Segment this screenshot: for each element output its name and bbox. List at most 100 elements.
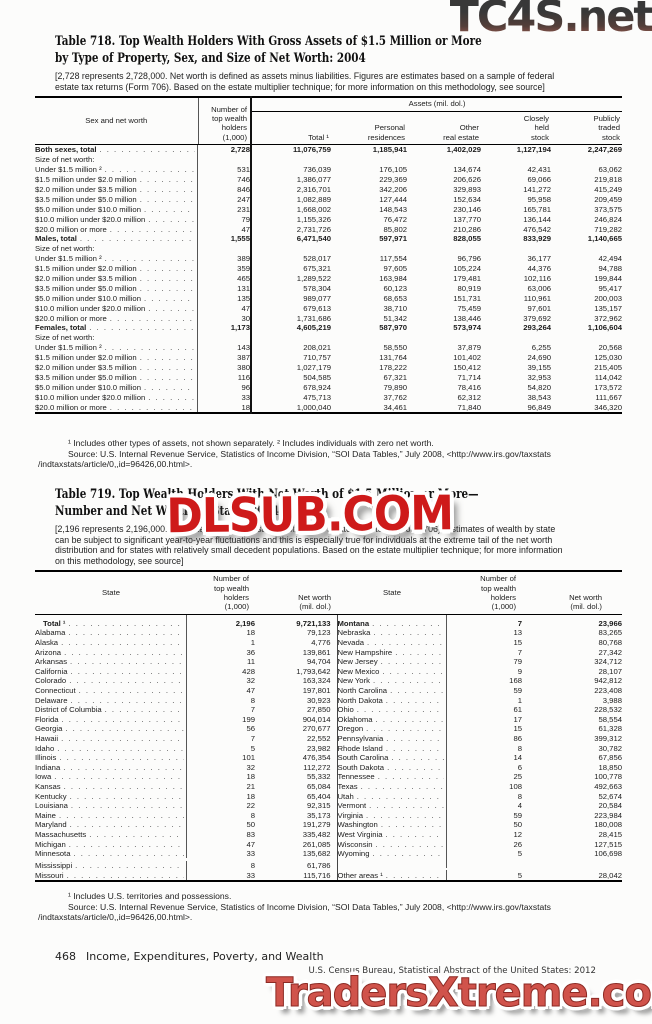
- table-row: Size of net worth:: [35, 243, 622, 254]
- cell-value: 1: [250, 638, 255, 648]
- cell-value: 106,698: [594, 849, 622, 859]
- row-label: Maryland: [35, 820, 187, 830]
- cell-value: 359: [198, 263, 252, 274]
- cell-value: [551, 333, 622, 343]
- cell-value: 80,919: [457, 283, 481, 293]
- table-719-footnotes: ¹ Includes U.S. territories and possessi…: [38, 891, 622, 923]
- row-label: Size of net worth:: [35, 333, 198, 343]
- row-label: $3.5 million under $5.0 million: [35, 372, 198, 383]
- table-row: $1.5 million under $2.0 million359 675,32…: [35, 263, 622, 274]
- row-label: North Carolina: [338, 685, 447, 696]
- col-header-other-real-estate: Other real estate: [407, 111, 481, 146]
- row-label: [338, 858, 447, 868]
- cell-value: 38,710: [383, 303, 407, 313]
- table-row: $5.0 million under $10.0 million96 678,92…: [35, 382, 622, 393]
- cell-value: 399,312: [594, 733, 622, 743]
- col-header-networth-left: Net worth (mil. dol.): [255, 571, 337, 615]
- cell-value: 504,585: [303, 372, 331, 382]
- row-label: Iowa: [35, 772, 187, 782]
- cell-value: 8: [517, 791, 522, 801]
- cell-value: [198, 333, 252, 343]
- cell-value: 389: [198, 253, 252, 264]
- cell-value: [481, 244, 551, 254]
- table-719-footnote: ¹ Includes U.S. territories and possessi…: [68, 891, 232, 901]
- cell-value: 12: [513, 829, 522, 839]
- cell-value: 208,021: [303, 343, 331, 353]
- cell-value: 710,757: [303, 353, 331, 363]
- cell-value: 2,731,726: [296, 224, 331, 234]
- cell-value: 324,712: [594, 657, 622, 667]
- cell-value: 30,782: [598, 743, 622, 753]
- cell-value: 83: [246, 829, 255, 839]
- row-label: Arkansas: [35, 656, 187, 667]
- cell-value: 58,550: [383, 343, 407, 353]
- cell-value: 114,042: [594, 372, 622, 382]
- table-row: $1.5 million under $2.0 million746 1,386,…: [35, 174, 622, 185]
- cell-value: [331, 333, 407, 343]
- cell-value: 18: [246, 791, 255, 801]
- cell-value: 415,249: [594, 184, 622, 194]
- cell-value: 76,472: [383, 214, 407, 224]
- cell-value: 229,369: [379, 175, 407, 185]
- cell-value: [407, 333, 481, 343]
- cell-value: 135,157: [594, 303, 622, 313]
- table-719-body: Total ¹2,1969,721,133Montana723,966Alaba…: [35, 614, 622, 881]
- cell-value: 476,542: [523, 224, 551, 234]
- cell-value: 7: [250, 705, 255, 715]
- cell-value: [407, 155, 481, 165]
- row-label: $3.5 million under $5.0 million: [35, 194, 198, 205]
- table-718-body: Both sexes, total2,728 11,076,759 1,185,94…: [35, 144, 622, 414]
- col-header-state-right: State: [337, 571, 447, 615]
- cell-value: 387: [198, 352, 252, 363]
- cell-value: 1,127,194: [516, 145, 551, 155]
- cell-value: 11: [247, 657, 255, 667]
- table-718-title: Table 718. Top Wealth Holders With Gross…: [55, 34, 509, 67]
- col-header-holders: Number of top wealth holders (1,000): [198, 97, 252, 146]
- row-label: West Virginia: [338, 829, 447, 840]
- cell-value: 210,286: [453, 224, 481, 234]
- row-label: Wyoming: [338, 848, 447, 859]
- cell-value: [481, 333, 551, 343]
- cell-value: 4,776: [255, 637, 338, 648]
- col-header-closely-held-stock: Closely held stock: [481, 111, 551, 146]
- cell-value: 83,265: [598, 628, 622, 638]
- row-label: Both sexes, total: [35, 145, 198, 155]
- cell-value: 5: [517, 870, 522, 880]
- cell-value: 163,324: [255, 676, 338, 686]
- cell-value: 141,272: [523, 184, 551, 194]
- cell-value: 58,554: [598, 714, 622, 724]
- table-row: $10.0 million under $20.0 million47 679,6…: [35, 303, 622, 314]
- cell-value: 293,264: [523, 323, 551, 333]
- cell-value: 80,768: [598, 638, 622, 648]
- row-label: Colorado: [35, 676, 187, 686]
- row-label: Minnesota: [35, 848, 187, 859]
- cell-value: 96,796: [457, 254, 481, 264]
- cell-value: 42,431: [527, 165, 551, 175]
- cell-value: 428: [242, 666, 255, 676]
- cell-value: [251, 244, 331, 254]
- cell-value: 22: [246, 801, 255, 811]
- cell-value: 219,818: [594, 175, 622, 185]
- row-label: North Dakota: [338, 695, 447, 705]
- table-718: Sex and net worth Number of top wealth h…: [35, 96, 622, 415]
- row-label: Utah: [338, 791, 447, 801]
- table-719-title-line1: Table 719. Top Wealth Holders With Net W…: [55, 487, 479, 502]
- row-label: Rhode Island: [338, 743, 447, 753]
- cell-value: 59: [513, 686, 522, 696]
- cell-value: 1,106,604: [587, 323, 622, 333]
- cell-value: 62,312: [457, 392, 481, 402]
- cell-value: 200,003: [594, 293, 622, 303]
- cell-value: 197,801: [255, 685, 338, 696]
- row-label: Texas: [338, 781, 447, 792]
- row-label: Kentucky: [35, 791, 187, 801]
- cell-value: 8: [250, 810, 255, 820]
- table-row: $20.0 million or more18 1,000,040 34,461 71…: [35, 402, 622, 414]
- cell-value: 131,764: [379, 353, 407, 363]
- cell-value: 30: [198, 313, 252, 324]
- cell-value: 8: [517, 743, 522, 753]
